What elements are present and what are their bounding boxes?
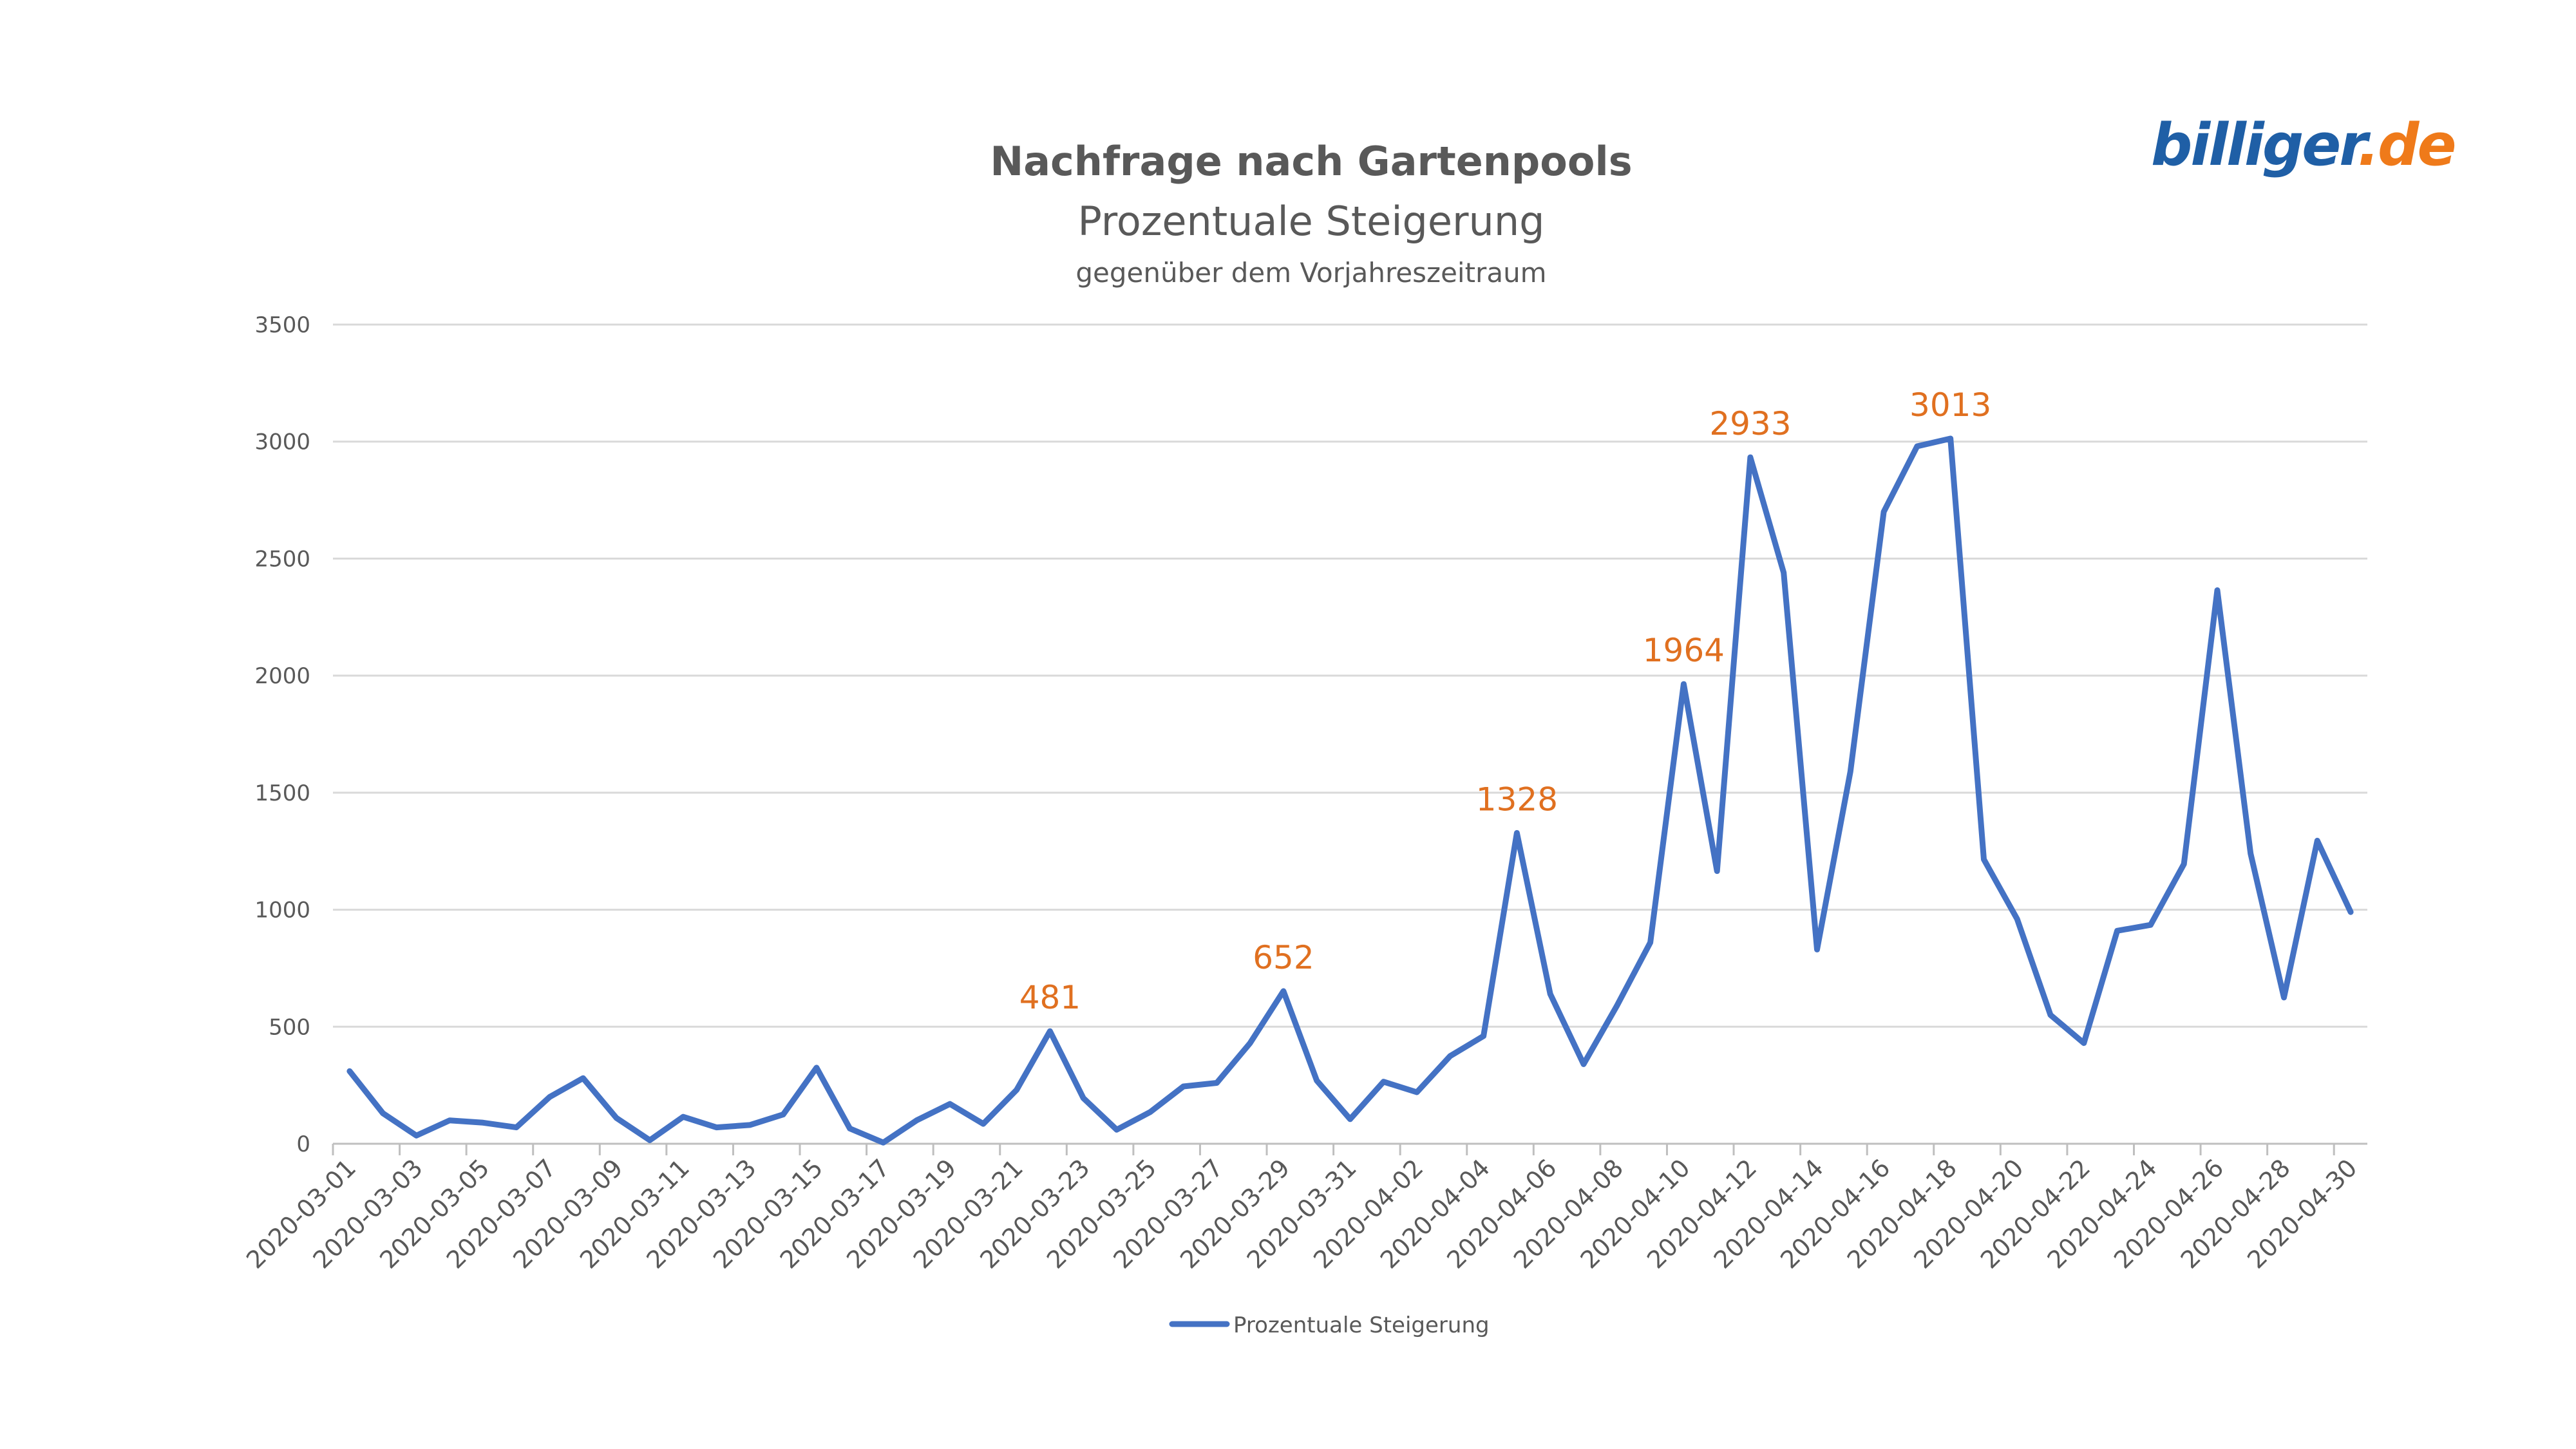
y-tick-label: 0 <box>296 1132 310 1157</box>
x-axis: 2020-03-012020-03-032020-03-052020-03-07… <box>241 1144 2362 1274</box>
series-line <box>346 435 2354 1146</box>
y-tick-label: 1500 <box>254 781 310 806</box>
data-labels: 481 652 1328 1964 2933 3013 <box>1019 386 1992 1016</box>
y-tick-label: 500 <box>269 1014 310 1040</box>
svg-text:billiger.de: billiger.de <box>2151 111 2455 179</box>
logo-part-billiger: billiger <box>2151 111 2371 179</box>
series-prozentuale-steigerung <box>346 435 2354 1146</box>
gridlines <box>333 323 2367 1145</box>
y-tick-label: 3000 <box>254 430 310 455</box>
y-tick-label: 2000 <box>254 663 310 689</box>
data-label: 3013 <box>1909 386 1991 424</box>
y-tick-label: 1000 <box>254 898 310 923</box>
data-label: 481 <box>1019 979 1081 1016</box>
y-tick-label: 2500 <box>254 546 310 572</box>
data-label: 652 <box>1253 939 1314 976</box>
legend: Prozentuale Steigerung <box>1169 1312 1490 1338</box>
legend-label: Prozentuale Steigerung <box>1233 1312 1490 1338</box>
y-axis: 0 500 1000 1500 2000 2500 3000 3500 <box>254 312 310 1157</box>
data-label: 1328 <box>1476 781 1558 818</box>
data-label: 1964 <box>1643 632 1725 669</box>
logo-part-de: .de <box>2358 111 2455 179</box>
billiger-logo: billiger.de <box>2151 111 2457 179</box>
chart-subtitle: Prozentuale Steigerung <box>1078 198 1545 245</box>
data-label: 2933 <box>1709 405 1791 442</box>
y-tick-label: 3500 <box>254 312 310 338</box>
chart-subsubtitle: gegenüber dem Vorjahreszeitraum <box>1075 257 1546 289</box>
chart-title: Nachfrage nach Gartenpools <box>990 138 1632 185</box>
